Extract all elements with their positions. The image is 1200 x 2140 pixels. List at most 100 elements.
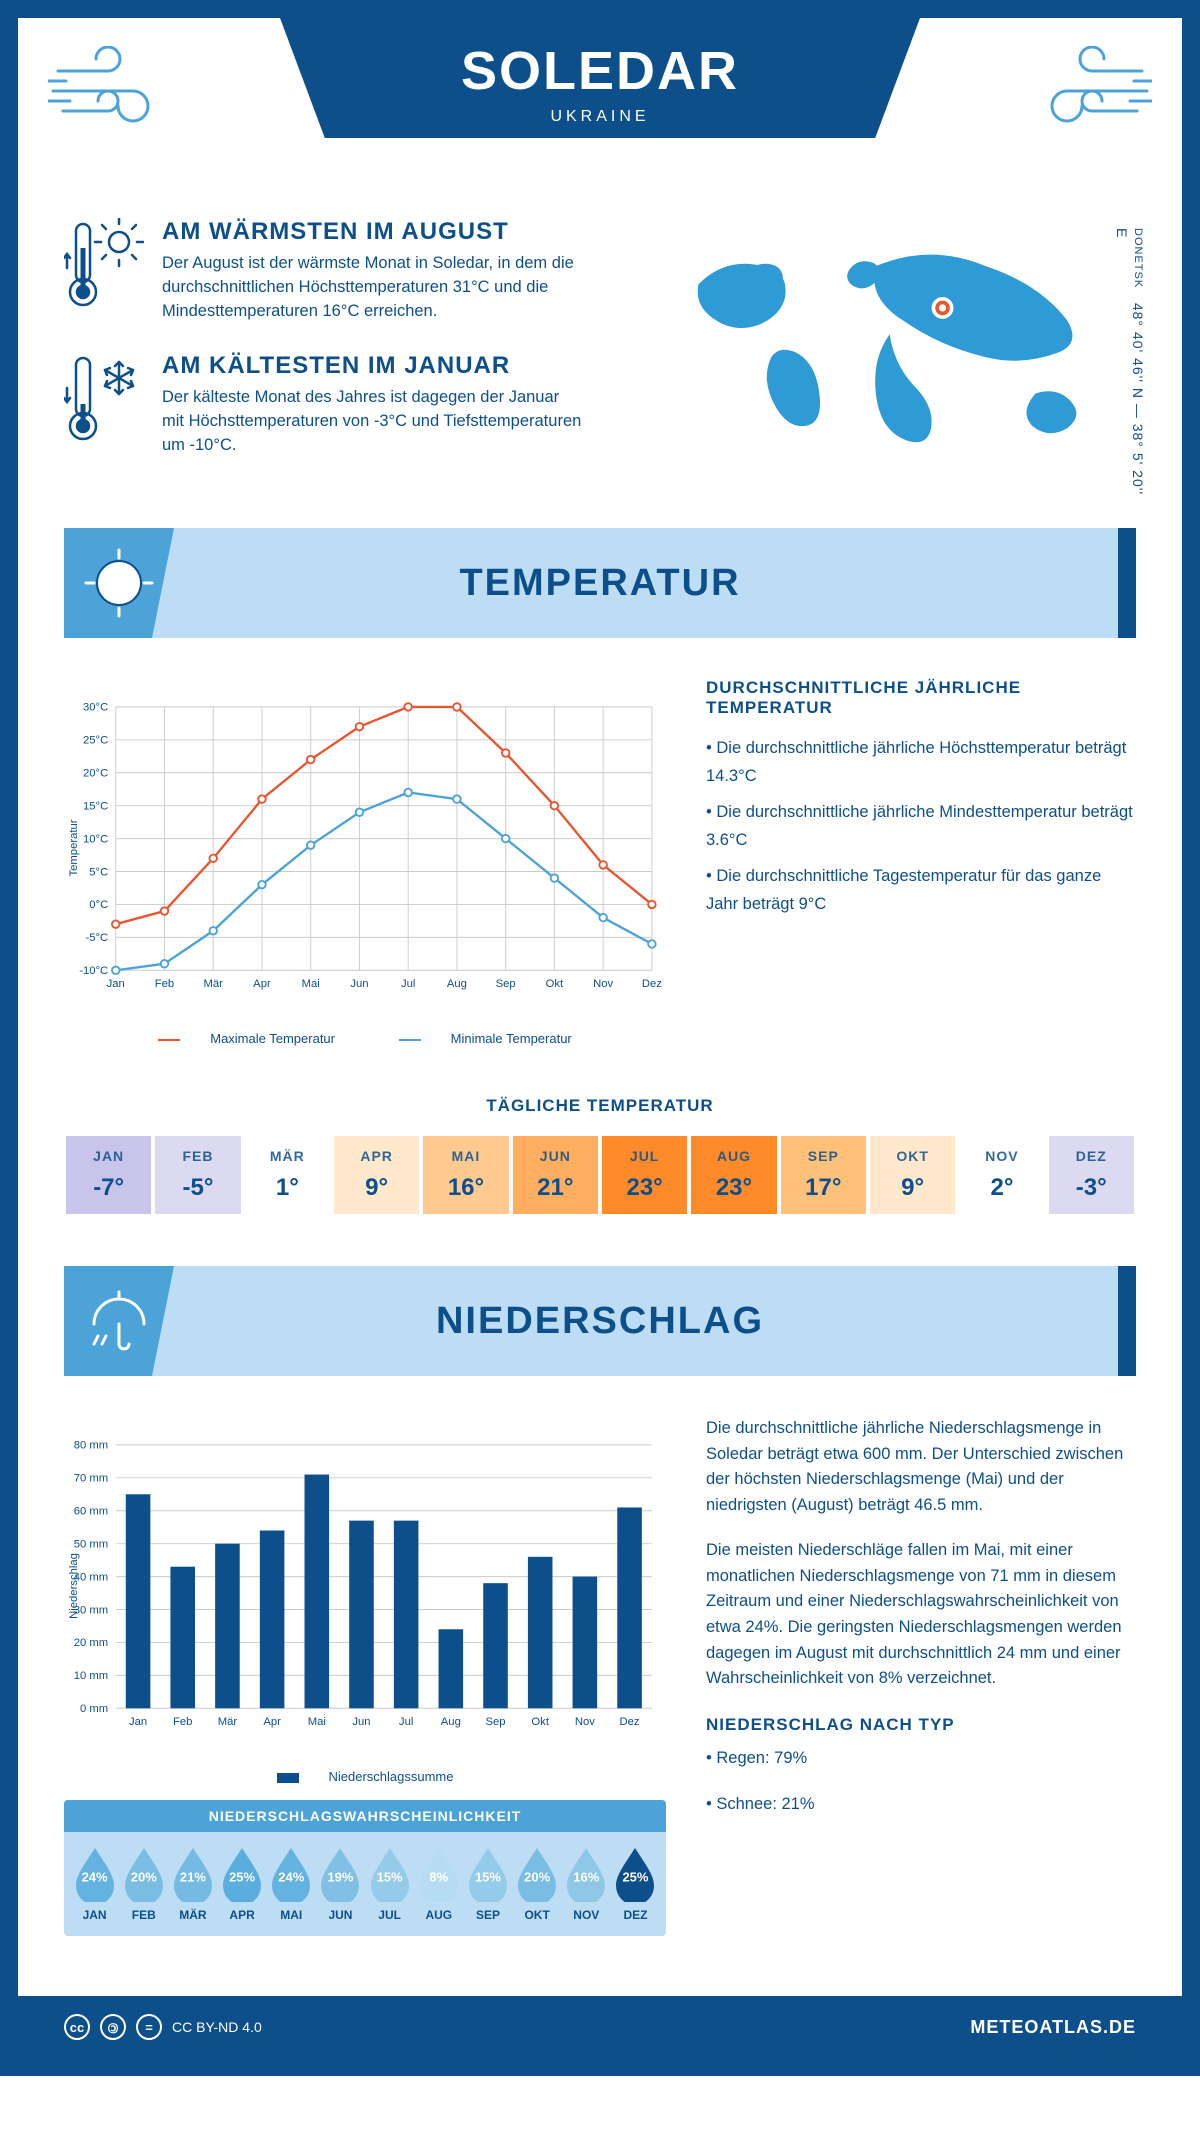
umbrella-icon — [64, 1266, 174, 1376]
prob-month: MÄR — [168, 1908, 217, 1922]
legend-max: Maximale Temperatur — [210, 1031, 335, 1046]
daily-cell: MÄR 1° — [243, 1134, 332, 1216]
svg-text:80 mm: 80 mm — [74, 1440, 108, 1452]
prob-value: 20% — [131, 1869, 157, 1884]
svg-text:Jul: Jul — [401, 978, 415, 990]
prob-value: 15% — [475, 1869, 501, 1884]
svg-text:Mai: Mai — [308, 1716, 326, 1728]
probability-title: NIEDERSCHLAGSWAHRSCHEINLICHKEIT — [64, 1800, 666, 1832]
probability-box: NIEDERSCHLAGSWAHRSCHEINLICHKEIT 24% JAN … — [64, 1800, 666, 1936]
prob-value: 16% — [573, 1869, 599, 1884]
svg-text:Nov: Nov — [593, 978, 613, 990]
precipitation-summary: Die durchschnittliche jährliche Niedersc… — [706, 1416, 1136, 1936]
prob-value: 25% — [229, 1869, 255, 1884]
prob-cell: 24% JAN — [70, 1846, 119, 1922]
drop-icon: 25% — [612, 1846, 658, 1902]
drop-icon: 15% — [367, 1846, 413, 1902]
precip-type-title: NIEDERSCHLAG NACH TYP — [706, 1712, 1136, 1738]
license: cc 🄯 = CC BY-ND 4.0 — [64, 2014, 262, 2040]
daily-cell: MAI 16° — [421, 1134, 510, 1216]
prob-month: FEB — [119, 1908, 168, 1922]
svg-text:Apr: Apr — [253, 978, 271, 990]
country-name: UKRAINE — [280, 108, 920, 126]
daily-value: 17° — [781, 1174, 866, 1202]
fact-cold-title: AM KÄLTESTEN IM JANUAR — [162, 352, 582, 380]
prob-month: APR — [218, 1908, 267, 1922]
temperature-chart: -10°C-5°C0°C5°C10°C15°C20°C25°C30°CJanFe… — [64, 678, 666, 1046]
temp-summary-title: DURCHSCHNITTLICHE JÄHRLICHE TEMPERATUR — [706, 678, 1136, 718]
prob-cell: 21% MÄR — [168, 1846, 217, 1922]
svg-text:30°C: 30°C — [83, 702, 108, 714]
wind-icon-right — [1022, 46, 1152, 141]
prob-value: 20% — [524, 1869, 550, 1884]
svg-text:Nov: Nov — [575, 1716, 595, 1728]
prob-month: JAN — [70, 1908, 119, 1922]
daily-month: JAN — [66, 1148, 151, 1164]
svg-text:0°C: 0°C — [89, 899, 108, 911]
daily-month: APR — [334, 1148, 419, 1164]
prob-month: AUG — [414, 1908, 463, 1922]
city-name: SOLEDAR — [280, 40, 920, 102]
prob-month: MAI — [267, 1908, 316, 1922]
footer: cc 🄯 = CC BY-ND 4.0 METEOATLAS.DE — [18, 1996, 1182, 2058]
daily-temp-row: JAN -7° FEB -5° MÄR 1° APR 9° MAI 16° JU… — [64, 1134, 1136, 1216]
svg-text:Aug: Aug — [441, 1716, 461, 1728]
intro-section: AM WÄRMSTEN IM AUGUST Der August ist der… — [18, 218, 1182, 528]
temp-bullet: • Die durchschnittliche jährliche Mindes… — [706, 798, 1136, 854]
prob-month: JUL — [365, 1908, 414, 1922]
fact-warm-title: AM WÄRMSTEN IM AUGUST — [162, 218, 582, 246]
svg-text:Dez: Dez — [642, 978, 662, 990]
daily-month: OKT — [870, 1148, 955, 1164]
daily-cell: NOV 2° — [957, 1134, 1046, 1216]
svg-text:20 mm: 20 mm — [74, 1637, 108, 1649]
daily-value: 23° — [691, 1174, 776, 1202]
drop-icon: 8% — [416, 1846, 462, 1902]
precipitation-title: NIEDERSCHLAG — [436, 1300, 764, 1343]
daily-cell: AUG 23° — [689, 1134, 778, 1216]
probability-row: 24% JAN 20% FEB 21% MÄR 25% APR — [64, 1832, 666, 1936]
svg-text:Mär: Mär — [218, 1716, 238, 1728]
prob-cell: 24% MAI — [267, 1846, 316, 1922]
temperature-banner: TEMPERATUR — [64, 528, 1136, 638]
drop-icon: 16% — [563, 1846, 609, 1902]
svg-text:-10°C: -10°C — [79, 965, 108, 977]
prob-cell: 16% NOV — [562, 1846, 611, 1922]
coordinates: DONETSK 48° 40' 46'' N — 38° 5' 20'' E — [1114, 228, 1146, 498]
precipitation-chart: 0 mm10 mm20 mm30 mm40 mm50 mm60 mm70 mm8… — [64, 1416, 666, 1756]
svg-text:Jul: Jul — [399, 1716, 413, 1728]
svg-text:Okt: Okt — [531, 1716, 549, 1728]
prob-cell: 15% SEP — [463, 1846, 512, 1922]
precipitation-banner: NIEDERSCHLAG — [64, 1266, 1136, 1376]
temp-bullet: • Die durchschnittliche Tagestemperatur … — [706, 862, 1136, 918]
by-icon: 🄯 — [100, 2014, 126, 2040]
svg-text:60 mm: 60 mm — [74, 1506, 108, 1518]
svg-text:10 mm: 10 mm — [74, 1670, 108, 1682]
prob-month: SEP — [463, 1908, 512, 1922]
temp-bullet: • Die durchschnittliche jährliche Höchst… — [706, 734, 1136, 790]
svg-text:Sep: Sep — [496, 978, 516, 990]
prob-value: 19% — [327, 1869, 353, 1884]
daily-month: NOV — [959, 1148, 1044, 1164]
daily-value: -5° — [155, 1174, 240, 1202]
fact-cold-text: Der kälteste Monat des Jahres ist dagege… — [162, 386, 582, 458]
daily-value: 16° — [423, 1174, 508, 1202]
drop-icon: 20% — [514, 1846, 560, 1902]
svg-text:Jan: Jan — [107, 978, 125, 990]
temperature-content: -10°C-5°C0°C5°C10°C15°C20°C25°C30°CJanFe… — [18, 638, 1182, 1066]
drop-icon: 20% — [121, 1846, 167, 1902]
prob-month: NOV — [562, 1908, 611, 1922]
svg-text:50 mm: 50 mm — [74, 1538, 108, 1550]
daily-value: 9° — [334, 1174, 419, 1202]
svg-text:20°C: 20°C — [83, 768, 108, 780]
daily-month: AUG — [691, 1148, 776, 1164]
drop-icon: 24% — [268, 1846, 314, 1902]
svg-text:Okt: Okt — [546, 978, 564, 990]
precipitation-content: 0 mm10 mm20 mm30 mm40 mm50 mm60 mm70 mm8… — [18, 1376, 1182, 1956]
svg-text:-5°C: -5°C — [86, 932, 109, 944]
drop-icon: 21% — [170, 1846, 216, 1902]
title-ribbon: SOLEDAR UKRAINE — [280, 18, 920, 138]
prob-month: JUN — [316, 1908, 365, 1922]
daily-cell: FEB -5° — [153, 1134, 242, 1216]
facts-column: AM WÄRMSTEN IM AUGUST Der August ist der… — [64, 218, 632, 498]
svg-text:Jun: Jun — [352, 1716, 370, 1728]
